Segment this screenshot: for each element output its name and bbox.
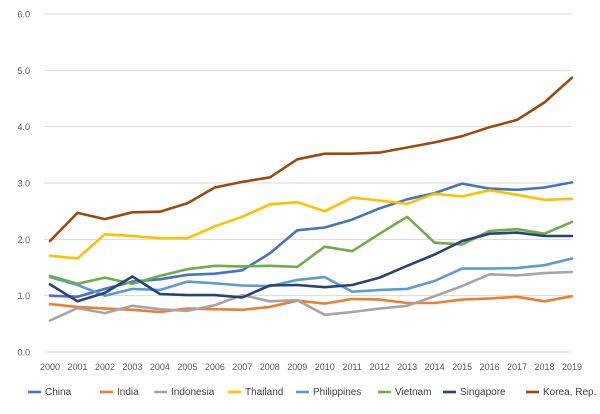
x-tick-label: 2017: [507, 362, 527, 372]
series-line-korea-rep: [48, 76, 574, 243]
x-tick-label: 2010: [315, 362, 335, 372]
x-tick-label: 2011: [343, 362, 362, 372]
x-tick-label: 2019: [562, 362, 582, 372]
x-tick-label: 2013: [397, 362, 417, 372]
y-tick-label: 6.0: [17, 10, 30, 20]
legend-item-indonesia: Indonesia: [154, 387, 215, 398]
series-line-thailand: [48, 189, 574, 260]
series-line-singapore: [48, 231, 574, 303]
series-line-indonesia: [48, 270, 574, 322]
y-tick-label: 2.0: [17, 235, 30, 245]
y-tick-label: 1.0: [17, 291, 30, 301]
x-tick-label: 2002: [95, 362, 115, 372]
x-tick-label: 2000: [40, 362, 60, 372]
x-tick-label: 2007: [232, 362, 252, 372]
legend-label: Philippines: [313, 387, 361, 398]
legend-item-china: China: [28, 387, 72, 398]
legend-label: China: [45, 387, 72, 398]
y-tick-label: 5.0: [17, 66, 30, 76]
legend-label: India: [117, 387, 139, 398]
series-line-vietnam: [48, 215, 574, 286]
x-tick-label: 2003: [122, 362, 142, 372]
gridlines: [44, 13, 572, 353]
legend-item-philippines: Philippines: [296, 387, 361, 398]
legend-item-thailand: Thailand: [228, 387, 283, 398]
legend-label: Thailand: [245, 387, 283, 398]
x-tick-label: 2014: [425, 362, 445, 372]
legend-item-singapore: Singapore: [443, 387, 506, 398]
x-axis-tick-labels: 2000 2001 2002 2003 2004 2005 2006 2007 2008 2009…: [40, 362, 582, 372]
x-tick-label: 2001: [67, 362, 87, 372]
x-tick-label: 2016: [480, 362, 500, 372]
x-tick-label: 2018: [535, 362, 555, 372]
x-tick-label: 2004: [150, 362, 170, 372]
y-axis-tick-labels: 0.0 1.0 2.0 3.0 4.0 5.0 6.0: [17, 10, 30, 358]
x-tick-label: 2006: [205, 362, 225, 372]
y-tick-label: 4.0: [17, 122, 30, 132]
series-line-india: [48, 294, 574, 314]
series-line-philippines: [48, 257, 574, 298]
legend-label: Korea, Rep.: [543, 387, 596, 398]
x-tick-label: 2008: [260, 362, 280, 372]
legend-item-vietnam: Vietnam: [378, 387, 432, 398]
series-lines: [48, 76, 574, 322]
legend-item-india: India: [100, 387, 139, 398]
y-tick-label: 0.0: [17, 348, 30, 358]
legend-label: Singapore: [460, 387, 506, 398]
x-tick-label: 2009: [287, 362, 307, 372]
legend: China India Indonesia Thailand Philippines Vi…: [28, 387, 596, 398]
legend-label: Vietnam: [395, 387, 432, 398]
x-tick-label: 2012: [370, 362, 390, 372]
y-tick-label: 3.0: [17, 179, 30, 189]
legend-item-korea-rep: Korea, Rep.: [526, 387, 596, 398]
x-tick-label: 2015: [452, 362, 472, 372]
legend-label: Indonesia: [171, 387, 215, 398]
x-tick-label: 2005: [177, 362, 197, 372]
